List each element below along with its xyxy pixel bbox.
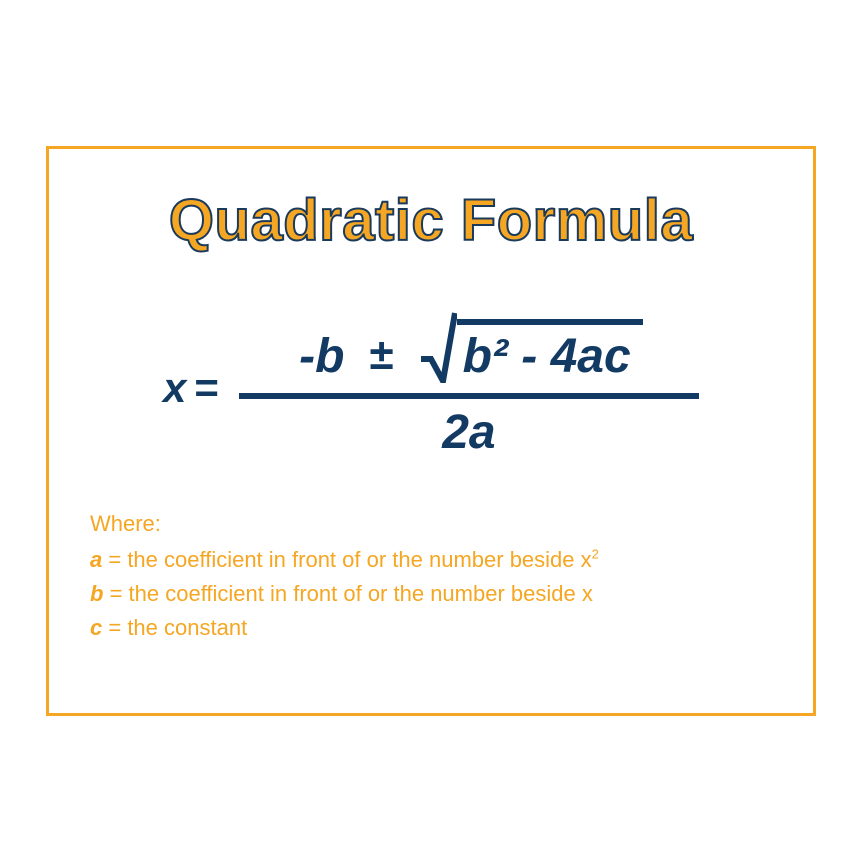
neg-b-term: -b bbox=[299, 333, 344, 381]
legend-where: Where: bbox=[90, 507, 778, 541]
page-title: Quadratic Formula bbox=[84, 187, 778, 254]
legend: Where: a = the coefficient in front of o… bbox=[84, 507, 778, 645]
radical-icon bbox=[419, 311, 457, 383]
formula-region: x= -b ± b² - 4ac 2a bbox=[84, 309, 778, 457]
legend-desc: = the coefficient in front of or the num… bbox=[103, 581, 592, 606]
radicand-box: b² - 4ac bbox=[457, 319, 639, 381]
formula-lhs: x= bbox=[163, 364, 219, 412]
legend-desc: = the constant bbox=[102, 615, 247, 640]
legend-var: b bbox=[90, 581, 103, 606]
legend-desc: = the coefficient in front of or the num… bbox=[102, 547, 591, 572]
formula-fraction: -b ± b² - 4ac 2a bbox=[239, 309, 699, 457]
legend-item: a = the coefficient in front of or the n… bbox=[90, 543, 778, 577]
plus-minus-icon: ± bbox=[369, 333, 393, 381]
legend-sup: 2 bbox=[592, 547, 599, 562]
legend-var: c bbox=[90, 615, 102, 640]
denominator: 2a bbox=[442, 409, 495, 457]
equals-sign: = bbox=[194, 364, 219, 411]
legend-item: c = the constant bbox=[90, 611, 778, 645]
fraction-bar bbox=[239, 393, 699, 399]
legend-item: b = the coefficient in front of or the n… bbox=[90, 577, 778, 611]
lhs-var: x bbox=[163, 364, 186, 411]
legend-var: a bbox=[90, 547, 102, 572]
numerator: -b ± b² - 4ac bbox=[289, 309, 649, 389]
radical: b² - 4ac bbox=[419, 301, 639, 381]
formula-card: Quadratic Formula x= -b ± b² - 4ac bbox=[46, 146, 816, 716]
vinculum bbox=[457, 319, 643, 325]
radicand: b² - 4ac bbox=[463, 330, 631, 383]
